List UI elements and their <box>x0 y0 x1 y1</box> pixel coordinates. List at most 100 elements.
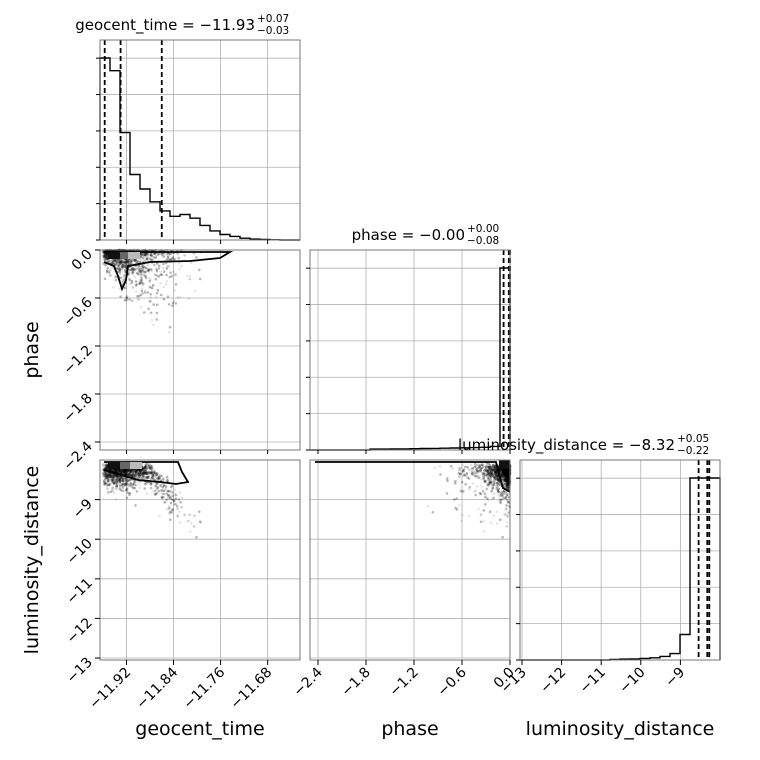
scatter-point <box>124 269 127 272</box>
scatter-point <box>168 511 172 514</box>
scatter-point <box>119 263 123 267</box>
scatter-point <box>149 253 153 256</box>
scatter-point <box>162 255 166 258</box>
scatter-point <box>149 278 153 281</box>
scatter-point <box>143 487 146 490</box>
scatter-point <box>165 498 168 502</box>
scatter-point <box>160 273 164 277</box>
scatter-point <box>178 261 181 265</box>
scatter-point <box>110 266 114 270</box>
scatter-point <box>155 311 159 315</box>
scatter-point <box>117 268 121 272</box>
scatter-point <box>136 294 139 298</box>
scatter-point <box>154 256 158 259</box>
scatter-point <box>134 280 138 283</box>
scatter-point <box>117 263 121 267</box>
scatter-point <box>195 256 198 259</box>
scatter-point <box>117 261 121 265</box>
scatter-point <box>118 270 122 274</box>
scatter-point <box>128 278 132 282</box>
scatter-point <box>131 271 135 274</box>
scatter-point <box>152 256 156 259</box>
scatter-point <box>149 311 153 315</box>
scatter-point <box>104 256 108 260</box>
scatter-point <box>101 250 105 254</box>
scatter-point <box>154 253 158 256</box>
scatter-point <box>138 270 141 273</box>
scatter-point <box>110 258 114 262</box>
scatter-point <box>178 521 182 524</box>
scatter-point <box>145 277 148 280</box>
scatter-point <box>168 253 171 256</box>
scatter-point <box>114 263 117 266</box>
scatter-point <box>169 258 173 261</box>
scatter-point <box>156 262 159 265</box>
scatter-point <box>155 269 159 273</box>
scatter-point <box>193 514 196 517</box>
scatter-point <box>140 252 143 256</box>
scatter-point <box>118 260 122 263</box>
scatter-point <box>141 266 145 270</box>
scatter-point <box>132 267 136 271</box>
scatter-point <box>159 293 163 297</box>
scatter-point <box>108 271 111 274</box>
scatter-point <box>165 273 168 277</box>
scatter-point <box>155 318 158 321</box>
scatter-point <box>130 279 134 283</box>
scatter-point <box>127 271 131 275</box>
scatter-point <box>120 263 124 266</box>
scatter-point <box>130 260 133 264</box>
scatter-point <box>134 280 138 283</box>
scatter-point <box>135 271 139 275</box>
scatter-point <box>107 490 110 494</box>
scatter-point <box>118 262 122 265</box>
scatter-point <box>111 259 115 263</box>
scatter-point <box>125 296 128 300</box>
scatter-point <box>133 275 137 279</box>
scatter-point <box>158 514 161 518</box>
scatter-point <box>115 260 119 263</box>
scatter-point <box>154 263 157 267</box>
scatter-point <box>188 274 192 278</box>
scatter-point <box>142 273 145 277</box>
scatter-point <box>141 253 144 256</box>
scatter-point <box>188 530 192 533</box>
scatter-point <box>104 255 107 259</box>
scatter-point <box>105 257 108 261</box>
scatter-point <box>151 286 154 290</box>
scatter-point <box>130 267 134 270</box>
scatter-point <box>165 265 169 268</box>
scatter-point <box>153 469 156 473</box>
scatter-point <box>122 276 126 279</box>
scatter-point <box>195 535 198 539</box>
scatter-point <box>107 260 110 263</box>
scatter-point <box>143 253 147 256</box>
scatter-point <box>164 283 168 286</box>
scatter-point <box>177 498 180 501</box>
scatter-point <box>154 295 158 299</box>
scatter-point <box>137 482 141 486</box>
scatter-point <box>124 488 128 492</box>
scatter-point <box>155 268 158 271</box>
scatter-point <box>173 289 177 293</box>
scatter-point <box>152 303 155 306</box>
scatter-point <box>112 258 116 262</box>
scatter-point <box>178 267 182 271</box>
scatter-point <box>139 280 142 284</box>
scatter-point <box>162 262 165 266</box>
scatter-point <box>174 283 178 286</box>
scatter-point <box>143 311 146 314</box>
scatter-point <box>156 288 160 292</box>
scatter-point <box>144 266 148 270</box>
scatter-point <box>140 253 144 256</box>
scatter-point <box>138 269 141 272</box>
scatter-point <box>149 296 153 299</box>
scatter-point <box>125 258 128 262</box>
scatter-point <box>159 270 163 273</box>
scatter-point <box>143 266 146 269</box>
scatter-point <box>130 259 134 262</box>
scatter-point <box>140 289 144 293</box>
scatter-point <box>106 268 109 272</box>
scatter-point <box>115 260 118 264</box>
scatter-point <box>162 489 166 493</box>
